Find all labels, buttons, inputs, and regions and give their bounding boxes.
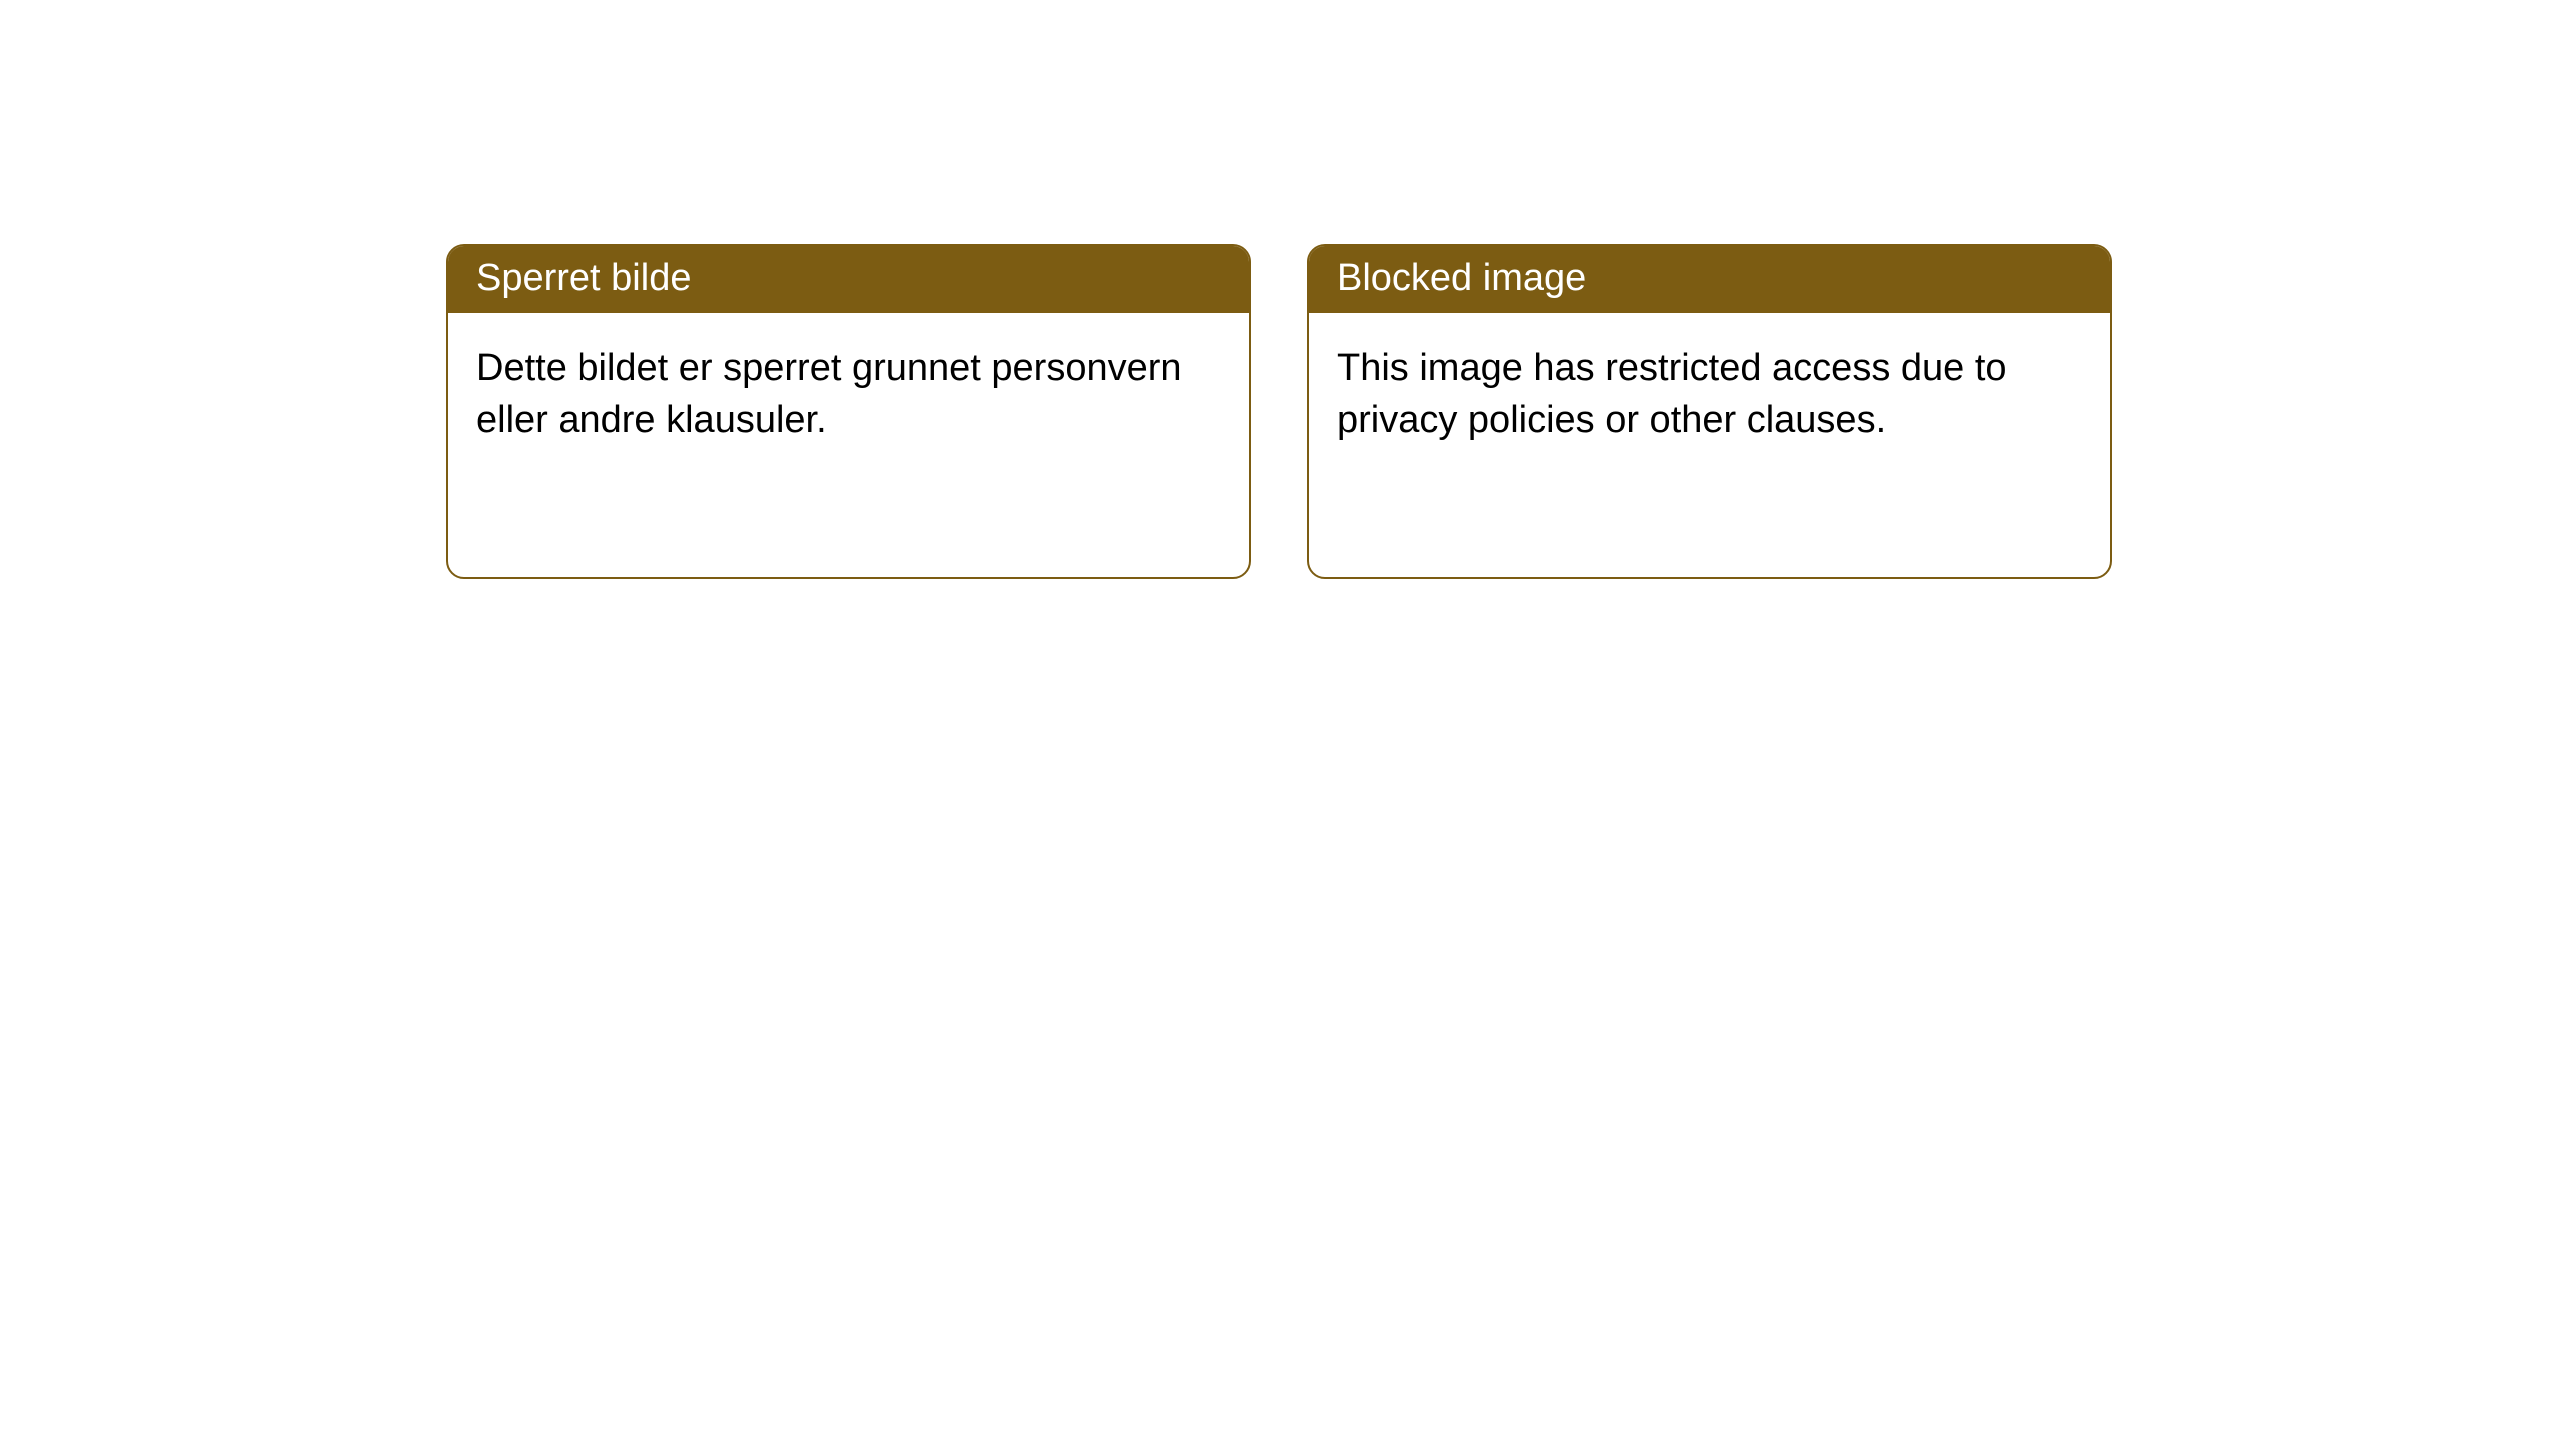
notice-body-norwegian: Dette bildet er sperret grunnet personve…: [448, 313, 1249, 476]
notice-title-norwegian: Sperret bilde: [448, 246, 1249, 313]
notice-card-norwegian: Sperret bilde Dette bildet er sperret gr…: [446, 244, 1251, 579]
notice-body-english: This image has restricted access due to …: [1309, 313, 2110, 476]
notice-container: Sperret bilde Dette bildet er sperret gr…: [0, 0, 2560, 579]
notice-card-english: Blocked image This image has restricted …: [1307, 244, 2112, 579]
notice-title-english: Blocked image: [1309, 246, 2110, 313]
